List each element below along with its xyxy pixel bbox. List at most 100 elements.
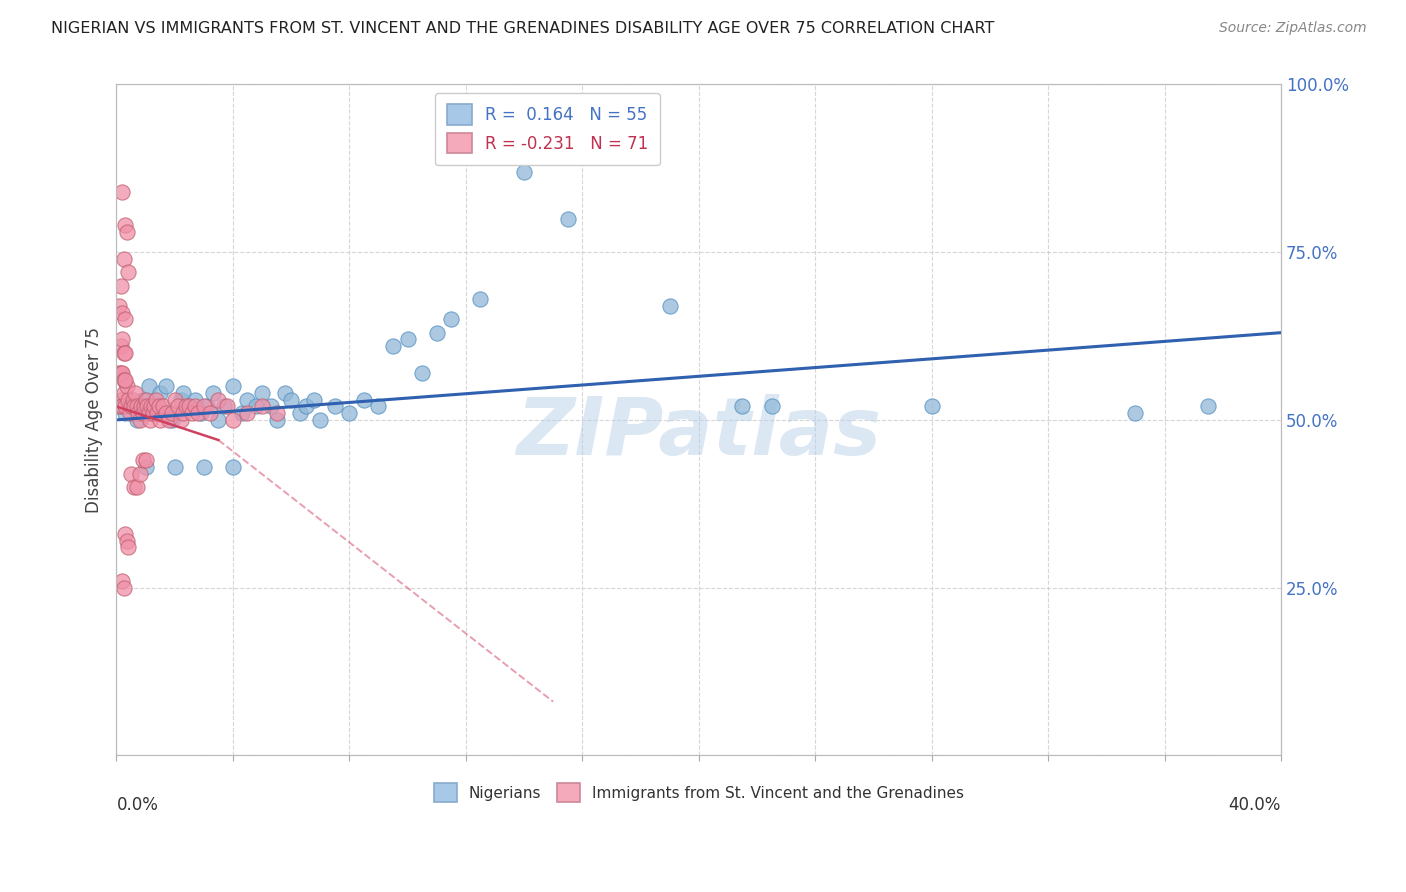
Point [231,406,253,420]
Point [117,541,139,555]
Point [222,379,245,393]
Point [212,400,235,414]
Point [411,366,433,380]
Point [143,400,166,414]
Point [323,400,346,414]
Point [114,346,136,360]
Point [160,406,183,420]
Point [114,373,136,387]
Point [658,299,681,313]
Point [131,453,153,467]
Point [155,406,177,420]
Point [761,400,783,414]
Point [111,305,134,319]
Point [266,413,288,427]
Point [440,312,463,326]
Point [169,413,191,427]
Point [114,400,136,414]
Text: Source: ZipAtlas.com: Source: ZipAtlas.com [1219,21,1367,36]
Point [260,400,283,414]
Point [141,406,163,420]
Point [557,211,579,226]
Point [222,413,245,427]
Point [117,265,139,279]
Point [128,413,150,427]
Point [163,406,186,420]
Point [131,392,153,407]
Point [195,400,218,414]
Point [120,400,142,414]
Point [120,400,142,414]
Point [125,400,148,414]
Point [117,392,139,407]
Point [149,413,172,427]
Point [111,185,134,199]
Point [127,406,149,420]
Text: NIGERIAN VS IMMIGRANTS FROM ST. VINCENT AND THE GRENADINES DISABILITY AGE OVER 7: NIGERIAN VS IMMIGRANTS FROM ST. VINCENT … [51,21,994,37]
Point [304,392,326,407]
Point [236,392,259,407]
Point [190,406,212,420]
Point [294,400,316,414]
Point [125,413,148,427]
Point [198,406,221,420]
Point [288,406,311,420]
Point [115,533,138,548]
Point [184,392,207,407]
Point [138,406,160,420]
Point [122,400,145,414]
Point [115,225,138,239]
Point [470,292,492,306]
Point [114,219,136,233]
Point [110,278,132,293]
Point [131,406,153,420]
Point [114,406,136,420]
Point [193,459,215,474]
Point [112,346,135,360]
Point [110,366,132,380]
Point [217,400,239,414]
Point [138,379,160,393]
Point [513,164,536,178]
Point [207,413,229,427]
Point [172,386,194,401]
Point [169,392,191,407]
Y-axis label: Disability Age Over 75: Disability Age Over 75 [86,326,103,513]
Point [112,373,135,387]
Point [184,400,207,414]
Point [135,392,157,407]
Point [155,379,177,393]
Point [135,453,157,467]
Point [108,400,131,414]
Point [731,400,754,414]
Point [129,400,152,414]
Legend: Nigerians, Immigrants from St. Vincent and the Grenadines: Nigerians, Immigrants from St. Vincent a… [427,777,970,808]
Point [111,400,134,414]
Point [176,400,198,414]
Point [250,386,273,401]
Point [179,400,201,414]
Point [134,400,156,414]
Point [146,400,169,414]
Point [145,392,167,407]
Point [111,574,134,588]
Point [149,386,172,401]
Point [1197,400,1219,414]
Point [266,406,288,420]
Point [111,366,134,380]
Point [108,299,131,313]
Point [120,467,142,481]
Point [163,459,186,474]
Point [139,413,162,427]
Point [122,480,145,494]
Text: 40.0%: 40.0% [1229,796,1281,814]
Point [135,459,157,474]
Point [163,392,186,407]
Point [201,386,224,401]
Point [112,386,135,401]
Point [128,467,150,481]
Point [114,312,136,326]
Point [124,386,146,401]
Point [136,400,159,414]
Point [110,339,132,353]
